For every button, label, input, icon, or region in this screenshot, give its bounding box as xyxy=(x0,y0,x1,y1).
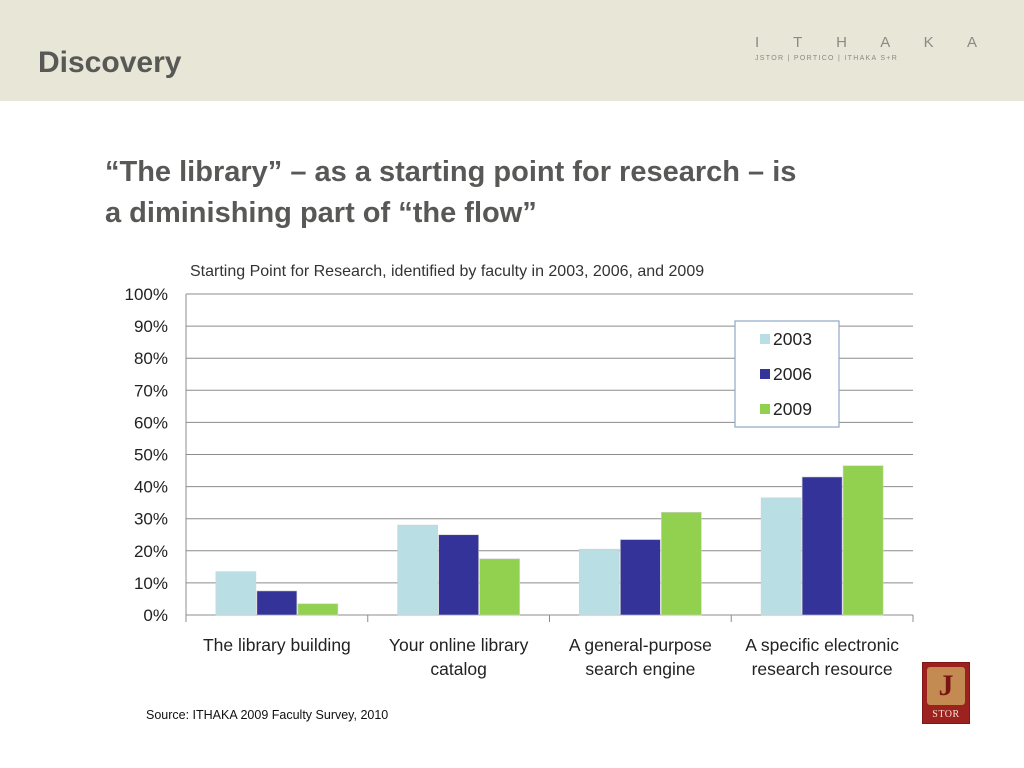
x-category-label: research resource xyxy=(752,659,893,679)
x-category-label: catalog xyxy=(430,659,486,679)
y-tick-label: 90% xyxy=(134,317,168,336)
bar-2003 xyxy=(579,548,620,616)
x-category-label: A general-purpose xyxy=(569,635,712,655)
y-tick-label: 20% xyxy=(134,542,168,561)
ithaka-wordmark: I T H A K A xyxy=(755,34,992,51)
y-tick-label: 0% xyxy=(143,606,168,625)
jstor-emblem: J xyxy=(927,667,965,705)
slide-header xyxy=(0,0,1024,101)
bar-2006 xyxy=(801,476,843,616)
bar-2006 xyxy=(256,590,298,616)
y-tick-label: 80% xyxy=(134,349,168,368)
legend-box xyxy=(734,320,840,428)
legend-swatch-2009 xyxy=(760,404,770,414)
jstor-logo: J STOR xyxy=(922,662,970,724)
bar-2003 xyxy=(397,524,438,616)
section-title: Discovery xyxy=(38,46,182,79)
bar-2009 xyxy=(479,558,520,616)
source-note: Source: ITHAKA 2009 Faculty Survey, 2010 xyxy=(146,708,389,722)
x-category-label: Your online library xyxy=(389,635,529,655)
jstor-letter: J xyxy=(938,669,954,702)
bar-2009 xyxy=(842,465,884,616)
legend-label-2009: 2009 xyxy=(773,399,812,419)
headline-line-2: a diminishing part of “the flow” xyxy=(105,197,537,229)
chart-title: Starting Point for Research, identified … xyxy=(190,263,705,280)
slide-headline: “The library” – as a starting point for … xyxy=(105,152,965,234)
x-category-label: search engine xyxy=(585,659,695,679)
legend-label-2003: 2003 xyxy=(773,329,812,349)
bar-2003 xyxy=(215,571,257,616)
ithaka-logo: I T H A K A JSTOR | PORTICO | ITHAKA S+R xyxy=(755,34,992,62)
bar-2003 xyxy=(760,497,802,616)
legend-swatch-2003 xyxy=(760,334,770,344)
y-tick-label: 60% xyxy=(134,413,168,432)
ithaka-tagline: JSTOR | PORTICO | ITHAKA S+R xyxy=(755,55,899,62)
jstor-text: STOR xyxy=(932,709,960,720)
x-category-label: The library building xyxy=(203,635,351,655)
y-tick-label: 50% xyxy=(134,446,168,465)
bar-2009 xyxy=(297,603,339,616)
y-tick-label: 100% xyxy=(125,285,168,304)
bar-2009 xyxy=(661,511,702,616)
y-tick-label: 70% xyxy=(134,381,168,400)
legend-swatch-2006 xyxy=(760,369,770,379)
y-tick-label: 10% xyxy=(134,574,168,593)
y-tick-label: 30% xyxy=(134,510,168,529)
x-category-label: A specific electronic xyxy=(745,635,899,655)
bar-2006 xyxy=(438,534,479,616)
bar-2006 xyxy=(620,539,661,616)
legend-label-2006: 2006 xyxy=(773,364,812,384)
y-tick-label: 40% xyxy=(134,478,168,497)
headline-line-1: “The library” – as a starting point for … xyxy=(105,156,797,188)
